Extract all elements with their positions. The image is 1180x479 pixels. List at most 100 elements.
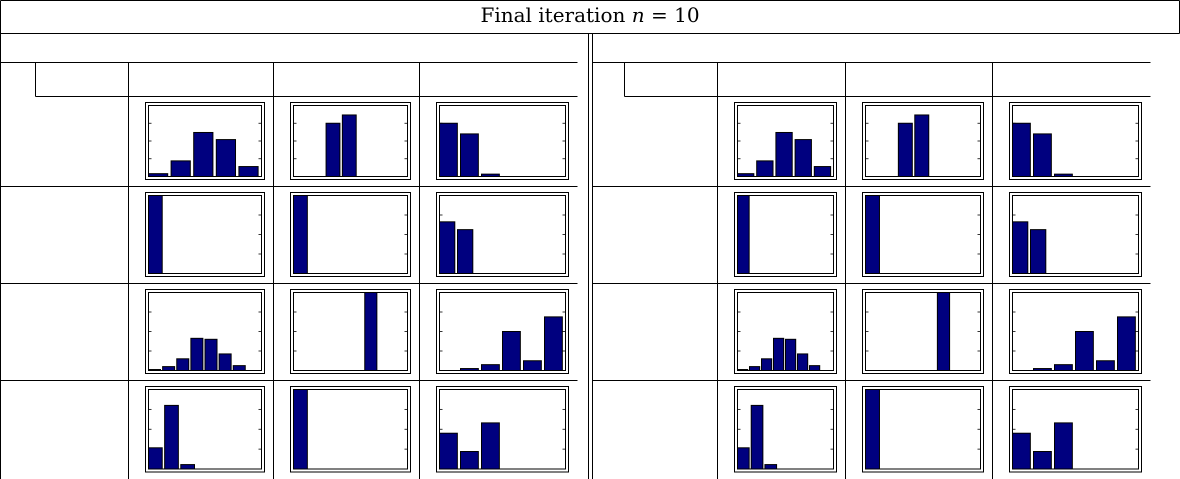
histogram-bar [737,195,750,274]
histogram-bar [785,338,797,371]
histogram-panel [862,102,984,180]
histogram-bar [481,422,500,470]
panel-frame-outer [436,386,569,473]
histogram-panel [1009,289,1142,374]
panel-frame-outer [734,192,837,277]
histogram-bar [502,331,521,371]
histogram-panel [862,289,984,374]
histogram-bar [364,292,378,371]
panel-frame-outer [436,102,569,180]
histogram-bar [148,173,169,178]
histogram-bar [439,432,458,470]
histogram-bar [749,366,761,372]
histogram-bar [232,365,246,371]
histogram-panel [145,102,265,180]
histogram-bar [1033,133,1052,177]
panel-frame-outer [290,386,411,473]
figure-title: Final iteration n = 10 [480,3,699,27]
title-row: Final iteration n = 10 [480,3,699,27]
histogram-bar [750,404,764,470]
histogram-panel [290,289,411,374]
histogram-bar [809,365,821,371]
histogram-bar [523,360,542,371]
histogram-bar [865,195,880,274]
histogram-bar [1012,122,1031,177]
histogram-panel [145,289,265,374]
histogram-bar [460,368,479,371]
histogram-bar [164,404,179,470]
histogram-panel [734,289,837,374]
panel-frame-outer [862,192,984,277]
histogram-bar [1117,316,1136,371]
histogram-panel [290,386,411,473]
histogram-bar [439,221,456,274]
histogram-bar [460,451,479,470]
histogram-bar [238,166,259,177]
histogram-bar [148,447,163,470]
histogram-bar [914,114,930,177]
histogram-panel [290,102,411,180]
histogram-bar [764,464,778,470]
panel-frame-outer [862,289,984,374]
panel-frame-outer [862,386,984,473]
histogram-bar [190,337,204,372]
histogram-panel [1009,102,1142,180]
histogram-bar [439,122,458,177]
histogram-bar [737,173,755,178]
histogram-bar [215,139,237,177]
histogram-panel [734,386,837,473]
histogram-bar [481,173,500,177]
histogram-bar [170,160,191,178]
histogram-panel [862,192,984,277]
panel-frame-outer [734,386,837,473]
histogram-panel [436,192,569,277]
histogram-bar [813,166,832,177]
histogram-bar [193,131,214,177]
histogram-panel [436,289,569,374]
histogram-bar [162,366,176,372]
panel-frame-outer [290,192,411,277]
panel-frame-outer [1009,386,1142,473]
histogram-bar [761,358,773,371]
histogram-bar [1012,221,1029,274]
histogram-bar [1030,229,1047,274]
histogram-bar [176,358,190,371]
panel-frame-outer [145,386,265,473]
histogram-panel [734,192,837,277]
real-distribution-table [145,102,569,473]
numerical-candidate-table [734,102,1142,473]
histogram-panel [1009,192,1142,277]
histogram-bar [1054,422,1073,470]
histogram-bar [481,364,500,371]
histogram-panel [290,192,411,277]
panel-frame-outer [1009,102,1142,180]
histogram-panel [1009,386,1142,473]
histogram-bar [293,389,308,470]
panel-frame-outer [1009,192,1142,277]
table-content [145,102,1142,473]
histogram-bar [204,338,218,371]
histogram-bar [180,464,196,470]
histogram-bar [1075,331,1094,371]
histogram-bar [1012,432,1031,470]
histogram-bar [293,195,308,274]
histogram-bar [325,122,341,177]
histogram-bar [1033,451,1052,470]
histogram-panel [145,192,265,277]
histogram-bar [1054,364,1073,371]
histogram-panel [734,102,837,180]
panel-frame-outer [290,289,411,374]
histogram-bar [457,229,474,274]
histogram-bar [737,369,749,371]
histogram-panel [145,386,265,473]
histogram-bar [1096,360,1115,371]
histogram-bar [797,353,809,371]
histogram-bar [341,114,357,177]
panel-frame-outer [436,192,569,277]
histogram-bar [148,369,162,371]
histogram-bar [460,133,479,177]
histogram-panel [436,102,569,180]
histogram-bar [897,122,913,177]
